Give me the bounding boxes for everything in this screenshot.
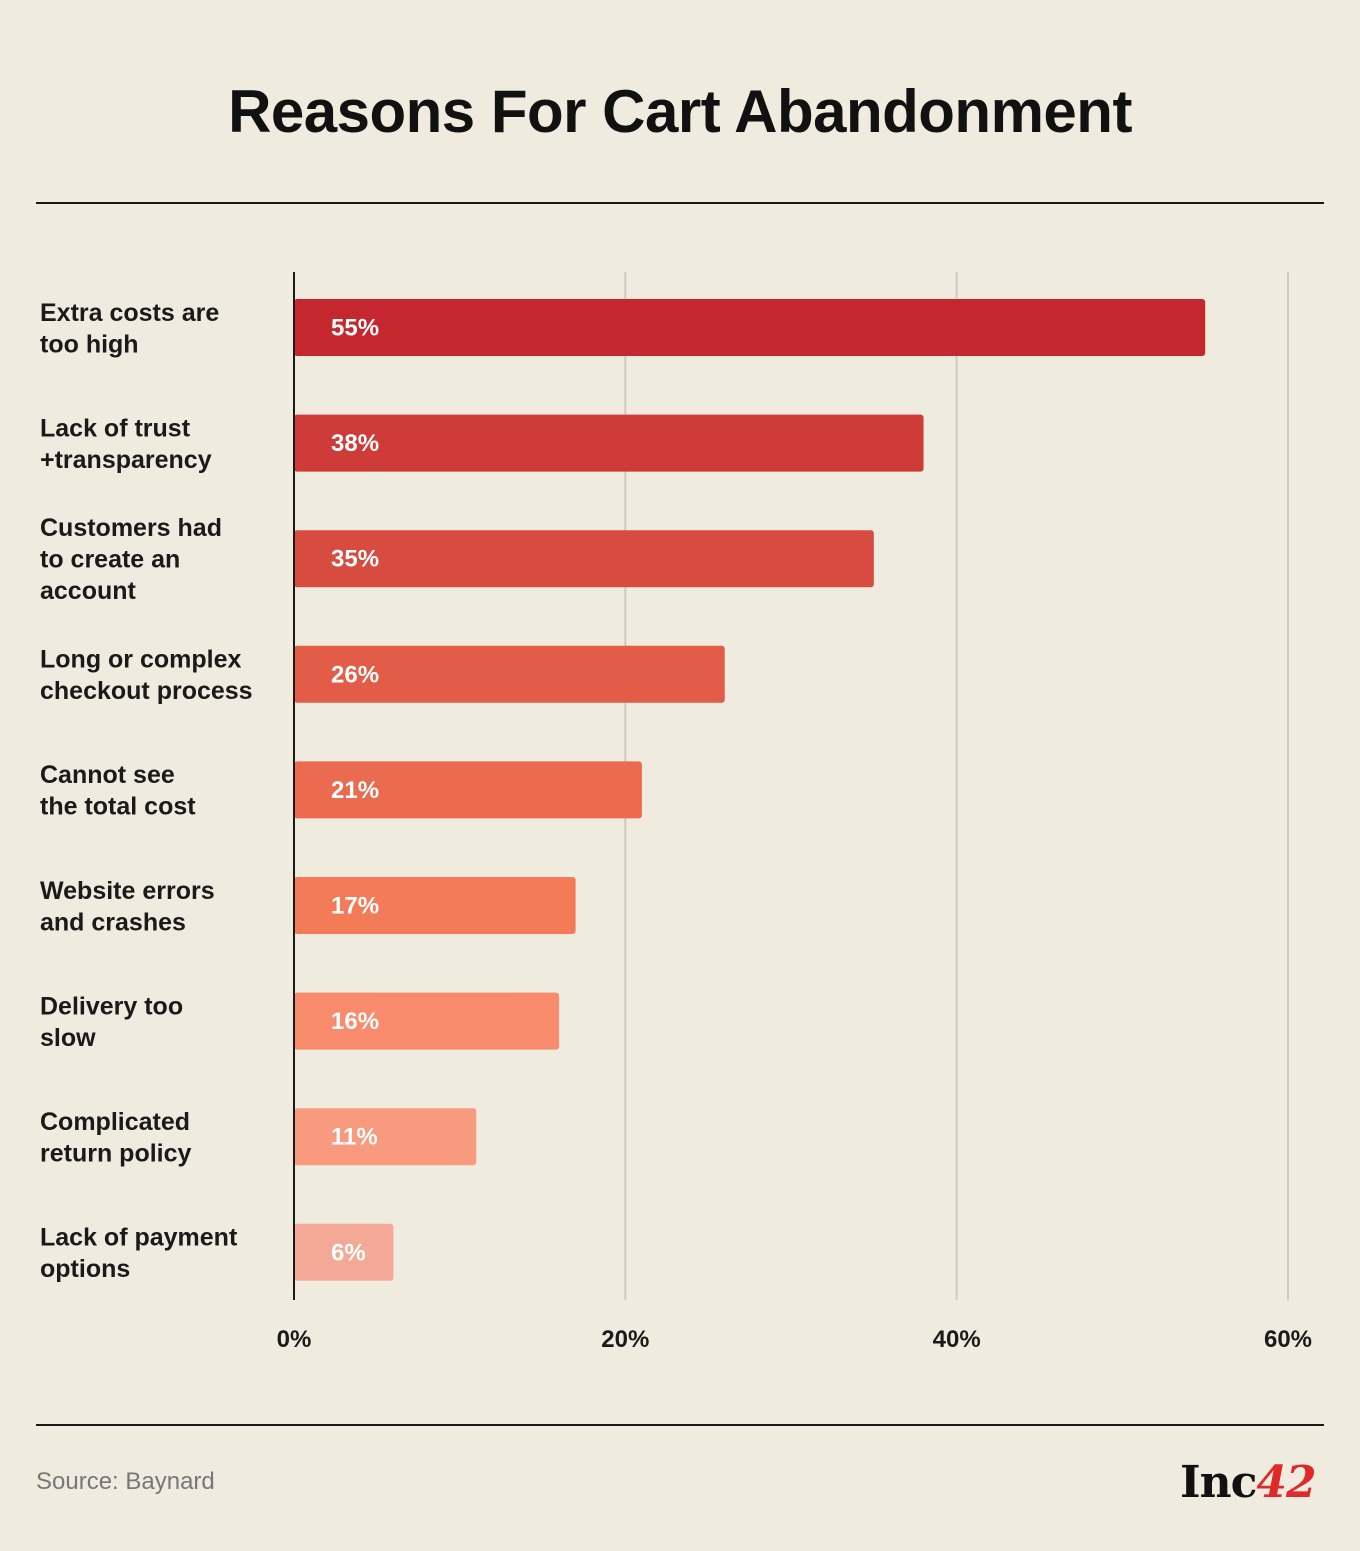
x-tick-label-40: 40% xyxy=(933,1326,981,1353)
category-label-1: Lack of trust +transparency xyxy=(40,414,212,474)
category-label-2: Customers had to create an account xyxy=(40,514,222,605)
bar-5 xyxy=(294,877,576,934)
bar-8 xyxy=(294,1223,394,1281)
top-divider xyxy=(36,202,1324,204)
bar-4 xyxy=(294,761,642,819)
category-label-4: Cannot see the total cost xyxy=(40,761,196,821)
bar-3 xyxy=(294,645,725,703)
bar-value-label-2: 35% xyxy=(331,546,379,573)
bar-value-label-3: 26% xyxy=(331,661,379,688)
x-tick-label-20: 20% xyxy=(601,1326,649,1353)
x-tick-label-60: 60% xyxy=(1264,1326,1312,1353)
category-label-6: Delivery too slow xyxy=(40,992,183,1052)
category-label-0: Extra costs are too high xyxy=(40,299,219,359)
category-label-3: Long or complex checkout process xyxy=(40,646,253,706)
logo-number: 42 xyxy=(1256,1457,1316,1508)
chart-title: Reasons For Cart Abandonment xyxy=(228,78,1132,145)
bar-7 xyxy=(294,1108,477,1166)
bar-6 xyxy=(294,992,560,1050)
source-note: Source: Baynard xyxy=(36,1468,215,1495)
logo-text: Inc xyxy=(1180,1457,1257,1508)
bar-value-label-8: 6% xyxy=(331,1239,366,1266)
bar-0 xyxy=(294,299,1206,356)
category-label-8: Lack of payment options xyxy=(40,1224,238,1284)
bar-2 xyxy=(294,530,874,588)
bar-value-label-6: 16% xyxy=(331,1008,379,1035)
bar-1 xyxy=(294,414,924,472)
inc42-logo: Inc42 xyxy=(1180,1457,1317,1508)
bar-value-label-0: 55% xyxy=(331,315,379,342)
bar-chart: 55% Extra costs are too high 38% Lack of tru… xyxy=(40,272,1312,1353)
category-label-5: Website errors and crashes xyxy=(40,877,215,937)
x-tick-label-0: 0% xyxy=(277,1326,312,1353)
bar-value-label-4: 21% xyxy=(331,777,379,804)
bar-value-label-5: 17% xyxy=(331,893,379,920)
bar-value-label-7: 11% xyxy=(331,1124,378,1151)
bottom-divider xyxy=(36,1424,1324,1426)
bar-value-label-1: 38% xyxy=(331,430,379,457)
category-label-7: Complicated return policy xyxy=(40,1108,192,1168)
